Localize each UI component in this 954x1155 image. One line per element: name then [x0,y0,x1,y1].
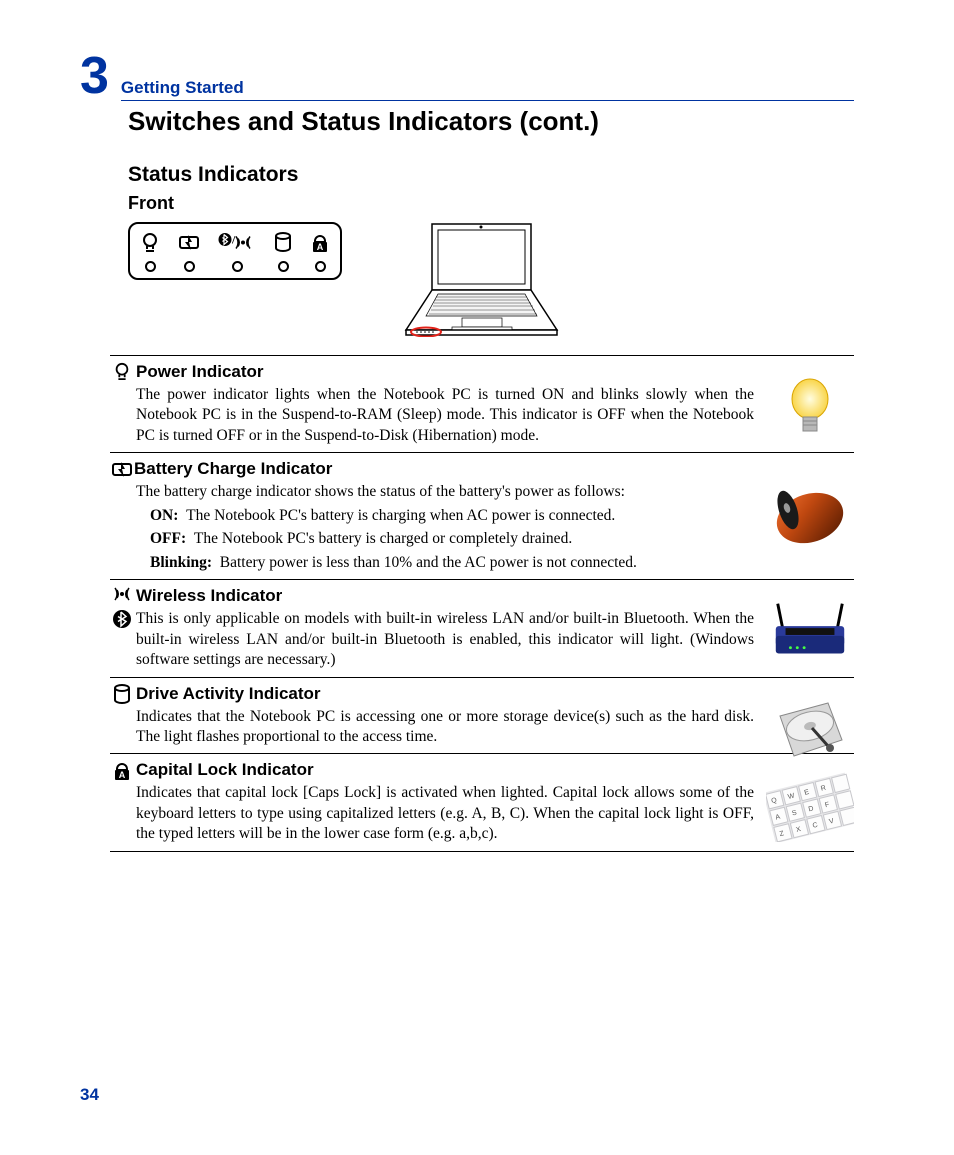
led [232,261,243,272]
bt-wifi-icon [110,584,134,634]
divider [110,677,854,678]
drive-icon [110,684,134,709]
item-wireless: Wireless Indicator This is only applicab… [110,586,854,670]
item-drive: Drive Activity Indicator Indicates that … [110,684,854,748]
thumb-router [766,594,854,672]
chapter-header: 3 Getting Started [80,50,854,102]
capslock-icon [110,760,134,786]
battery-icon [110,459,134,482]
led [145,261,156,272]
panel-col-wireless [218,232,256,272]
panel-col-battery [178,232,200,272]
led [278,261,289,272]
divider [110,753,854,754]
item-body: This is only applicable on models with b… [136,609,754,670]
thumb-lightbulb [766,370,854,448]
panel-col-power [140,232,160,272]
divider [110,579,854,580]
page-title: Switches and Status Indicators (cont.) [128,106,854,137]
drive-icon [274,232,292,253]
thumb-keyboard: QWER ASDF ZXCV [766,768,854,846]
item-body: Indicates that the Notebook PC is access… [136,707,754,748]
item-title: Power Indicator [136,362,754,382]
item-title: Drive Activity Indicator [136,684,754,704]
indicator-panel [128,222,342,280]
page-number: 34 [80,1085,99,1105]
diagram-row [128,222,854,337]
thumb-harddisk [766,692,854,770]
item-body: The power indicator lights when the Note… [136,385,754,446]
bt-wifi-icon [218,232,256,253]
panel-col-caps [310,232,330,272]
item-capslock: Capital Lock Indicator Indicates that ca… [110,760,854,844]
bulb-icon [110,362,134,387]
item-title: Capital Lock Indicator [136,760,754,780]
item-title: Battery Charge Indicator [134,459,754,479]
chapter-number: 3 [80,50,109,102]
battery-icon [178,232,200,253]
divider [110,851,854,852]
thumb-battery [766,479,854,557]
led [315,261,326,272]
item-body: The battery charge indicator shows the s… [136,482,754,573]
divider [110,452,854,453]
item-body: Indicates that capital lock [Caps Lock] … [136,783,754,844]
bulb-icon [140,232,160,253]
item-title: Wireless Indicator [136,586,754,606]
divider [110,355,854,356]
chapter-title: Getting Started [121,78,854,101]
laptop-diagram [404,222,559,337]
capslock-icon [310,232,330,253]
subsection-title: Front [128,193,854,214]
panel-col-drive [274,232,292,272]
item-power: Power Indicator The power indicator ligh… [110,362,854,446]
item-battery: Battery Charge Indicator The battery cha… [110,459,854,573]
led [184,261,195,272]
section-title: Status Indicators [128,163,854,187]
